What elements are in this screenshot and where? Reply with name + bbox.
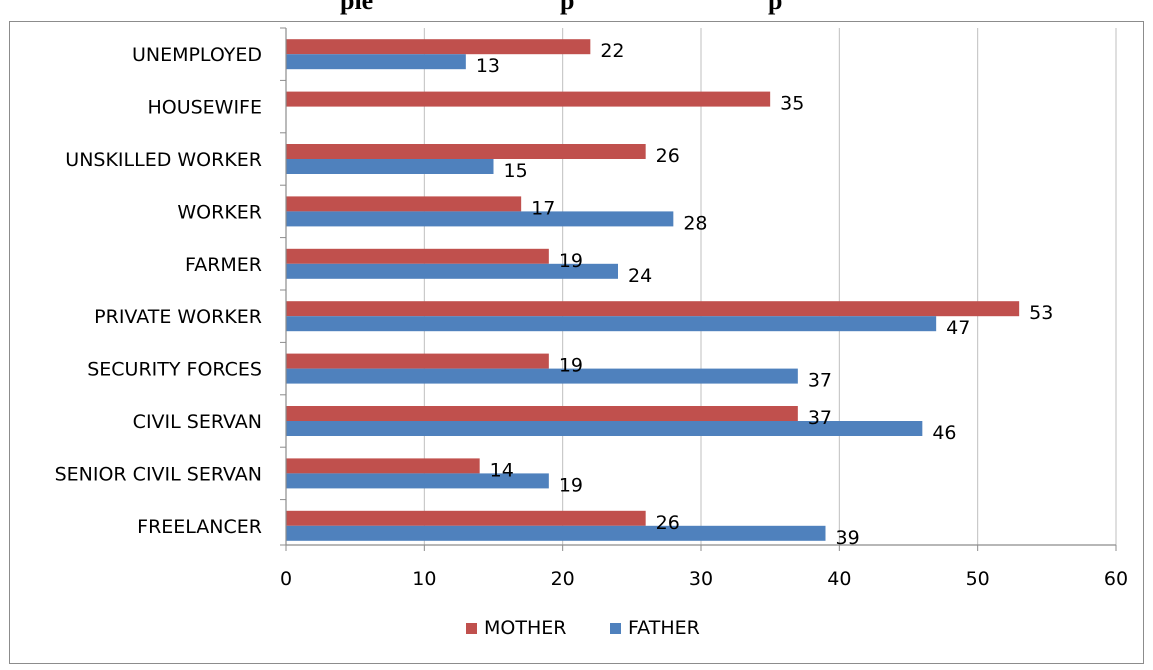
bar-father — [286, 525, 826, 541]
data-label-mother: 37 — [808, 407, 832, 429]
bar-father — [286, 211, 674, 227]
bar-father — [286, 368, 798, 384]
bar-mother — [286, 91, 771, 107]
bar-mother — [286, 458, 480, 474]
bar-mother — [286, 248, 549, 264]
category-label: PRIVATE WORKER — [94, 306, 262, 328]
header-fragment: p — [560, 0, 575, 15]
data-label-father: 28 — [683, 212, 707, 234]
data-label-father: 19 — [559, 474, 583, 496]
bar-mother — [286, 144, 646, 159]
legend: MOTHER FATHER — [466, 617, 700, 639]
data-label-father: 13 — [476, 55, 500, 77]
x-tick-label: 60 — [1104, 568, 1128, 590]
bar-mother — [286, 406, 798, 421]
data-label-father: 37 — [808, 370, 832, 392]
axis-layer — [280, 27, 1117, 551]
data-label-mother: 35 — [780, 93, 804, 115]
category-label: FREELANCER — [137, 516, 262, 538]
labels-layer: 0 10 20 30 40 50 60 UNEMPLOYED 22 13 HOUSEWIFE 35 UN… — [55, 40, 1129, 590]
category-label: CIVIL SERVAN — [133, 411, 262, 433]
category-label: UNEMPLOYED — [132, 44, 262, 66]
bar-mother — [286, 510, 646, 526]
bar-father — [286, 473, 549, 489]
bars-layer — [286, 39, 1020, 541]
data-label-father: 47 — [946, 317, 970, 339]
bar-father — [286, 421, 923, 436]
legend-swatch-mother — [466, 623, 477, 634]
bar-mother — [286, 39, 591, 55]
bar-father — [286, 159, 494, 174]
bar-father — [286, 263, 618, 279]
header-fragment: pie — [340, 0, 374, 15]
x-tick-label: 20 — [551, 568, 575, 590]
category-label: FARMER — [185, 254, 262, 276]
data-label-father: 24 — [628, 265, 652, 287]
bar-mother — [286, 301, 1020, 317]
category-label: UNSKILLED WORKER — [65, 149, 262, 171]
legend-label-father: FATHER — [628, 617, 700, 639]
category-label: WORKER — [177, 201, 262, 223]
data-label-mother: 53 — [1029, 302, 1053, 324]
category-label: SECURITY FORCES — [87, 359, 262, 381]
data-label-mother: 26 — [656, 512, 680, 534]
chart-frame — [9, 21, 1144, 664]
data-label-father: 46 — [932, 422, 956, 444]
data-label-mother: 19 — [559, 355, 583, 377]
data-label-mother: 22 — [600, 40, 624, 62]
category-label: HOUSEWIFE — [147, 97, 262, 119]
x-tick-label: 0 — [280, 568, 292, 590]
category-label: SENIOR CIVIL SERVAN — [55, 463, 262, 485]
data-label-mother: 19 — [559, 250, 583, 272]
header-fragment: p — [768, 0, 783, 15]
data-label-father: 15 — [504, 160, 528, 182]
data-label-mother: 14 — [490, 459, 514, 481]
x-tick-label: 50 — [966, 568, 990, 590]
legend-label-mother: MOTHER — [484, 617, 566, 639]
data-label-mother: 17 — [531, 197, 555, 219]
x-tick-label: 30 — [689, 568, 713, 590]
data-label-mother: 26 — [656, 145, 680, 167]
bar-father — [286, 316, 937, 332]
legend-swatch-father — [610, 623, 621, 634]
cropped-header: pie p p — [0, 0, 1153, 21]
x-tick-label: 10 — [412, 568, 436, 590]
bar-mother — [286, 353, 549, 369]
bar-mother — [286, 196, 522, 212]
x-tick-label: 40 — [827, 568, 851, 590]
data-label-father: 39 — [836, 527, 860, 549]
bar-father — [286, 54, 466, 70]
